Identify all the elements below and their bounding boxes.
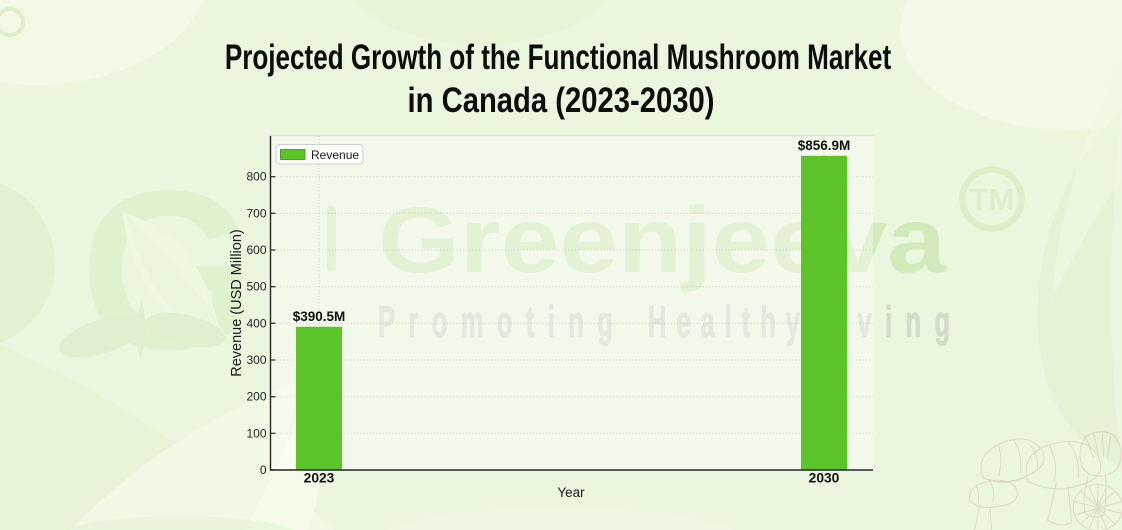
svg-text:400: 400 bbox=[246, 316, 266, 330]
svg-text:500: 500 bbox=[246, 280, 266, 294]
svg-text:TM: TM bbox=[970, 182, 1015, 217]
svg-text:700: 700 bbox=[246, 206, 266, 220]
svg-text:2023: 2023 bbox=[304, 471, 335, 486]
svg-text:800: 800 bbox=[246, 170, 266, 184]
svg-text:Year: Year bbox=[557, 485, 585, 500]
svg-text:2030: 2030 bbox=[809, 471, 840, 486]
svg-text:in Canada (2023-2030): in Canada (2023-2030) bbox=[408, 81, 715, 120]
svg-text:$856.9M: $856.9M bbox=[798, 138, 851, 153]
svg-text:200: 200 bbox=[246, 390, 266, 404]
svg-text:300: 300 bbox=[246, 353, 266, 367]
svg-text:Revenue: Revenue bbox=[311, 148, 359, 162]
svg-text:Projected Growth of the Functi: Projected Growth of the Functional Mushr… bbox=[225, 37, 891, 77]
svg-text:600: 600 bbox=[246, 243, 266, 257]
svg-text:100: 100 bbox=[246, 426, 266, 440]
svg-text:0: 0 bbox=[260, 463, 267, 477]
svg-text:Greenjeeva: Greenjeeva bbox=[378, 189, 947, 293]
svg-text:Revenue (USD Million): Revenue (USD Million) bbox=[229, 229, 245, 376]
svg-text:$390.5M: $390.5M bbox=[293, 309, 346, 324]
